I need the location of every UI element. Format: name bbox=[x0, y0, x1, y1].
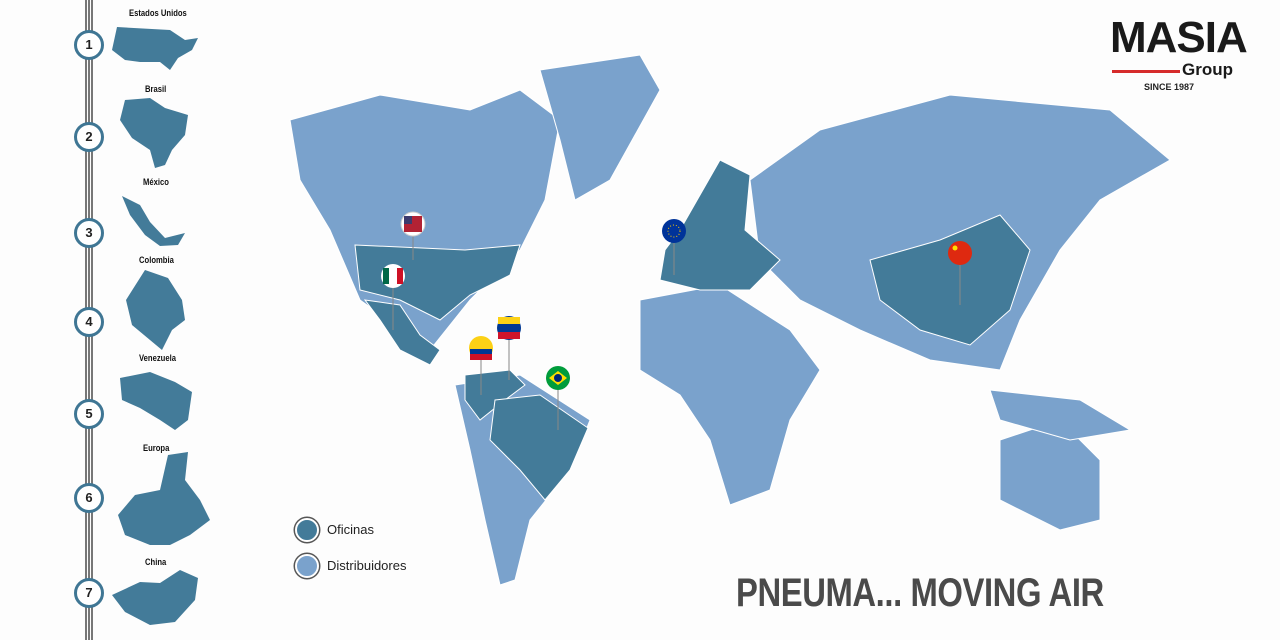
pin-mexico bbox=[381, 264, 405, 330]
step-1: 1 bbox=[74, 30, 104, 60]
step-6: 6 bbox=[74, 483, 104, 513]
brand-sub: Group bbox=[1182, 60, 1233, 79]
mini-brazil bbox=[120, 98, 188, 168]
mexico bbox=[363, 299, 441, 366]
slogan: PNEUMA... MOVING AIR bbox=[736, 571, 1104, 615]
mini-usa bbox=[112, 27, 198, 70]
step-7: 7 bbox=[74, 578, 104, 608]
step-2: 2 bbox=[74, 122, 104, 152]
africa bbox=[639, 284, 821, 506]
brazil bbox=[489, 394, 589, 501]
label-estados-unidos: Estados Unidos bbox=[129, 8, 187, 18]
label-europa: Europa bbox=[143, 443, 170, 453]
pin-eu bbox=[662, 219, 686, 275]
china bbox=[869, 214, 1031, 346]
pin-brazil bbox=[546, 366, 570, 430]
mini-colombia bbox=[126, 270, 185, 350]
label-china: China bbox=[145, 557, 167, 567]
label-brasil: Brasil bbox=[145, 84, 167, 94]
greenland bbox=[539, 54, 661, 201]
pin-colombia bbox=[469, 336, 493, 395]
north-america bbox=[289, 89, 561, 351]
usa bbox=[354, 244, 521, 321]
label-venezuela: Venezuela bbox=[139, 353, 177, 363]
brand-bar bbox=[1112, 70, 1180, 73]
pin-venezuela bbox=[497, 316, 521, 380]
masia-logo: MASIA Group SINCE 1987 bbox=[1110, 16, 1250, 98]
mini-venezuela bbox=[120, 372, 192, 430]
se-asia-islands bbox=[989, 389, 1132, 441]
brand-since: SINCE 1987 bbox=[1144, 82, 1195, 92]
legend-distribuidores-label: Distribuidores bbox=[327, 558, 407, 573]
pins bbox=[381, 211, 972, 430]
legend-distribuidores: Distribuidores bbox=[295, 554, 406, 578]
oficinas-swatch bbox=[295, 518, 319, 542]
legend-oficinas: Oficinas bbox=[295, 518, 374, 542]
distribuidores-swatch bbox=[295, 554, 319, 578]
mini-china bbox=[112, 570, 198, 625]
label-mexico: México bbox=[143, 177, 169, 187]
pin-usa bbox=[400, 211, 426, 260]
step-4: 4 bbox=[74, 307, 104, 337]
legend-oficinas-label: Oficinas bbox=[327, 522, 374, 537]
brand-name: MASIA bbox=[1110, 13, 1248, 62]
step-5: 5 bbox=[74, 399, 104, 429]
mini-mexico bbox=[122, 196, 185, 246]
pin-china bbox=[948, 241, 972, 305]
mini-europe bbox=[118, 452, 210, 545]
step-3: 3 bbox=[74, 218, 104, 248]
label-colombia: Colombia bbox=[139, 255, 174, 265]
europe bbox=[659, 159, 781, 291]
